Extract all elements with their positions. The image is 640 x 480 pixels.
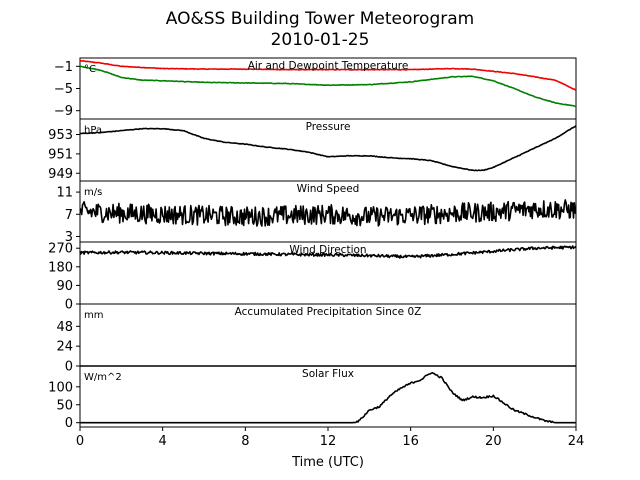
y-tick-label: 953 bbox=[48, 128, 73, 143]
y-tick-label: 7 bbox=[65, 208, 73, 223]
series-line-0-0 bbox=[79, 59, 577, 91]
y-tick-label: −5 bbox=[54, 82, 73, 97]
y-tick-label: −1 bbox=[54, 60, 73, 75]
series-line-0-1 bbox=[79, 65, 577, 108]
panel-0: −1 −5 −9 Air and Dewpoint Temperature °C bbox=[54, 57, 577, 120]
x-axis-label: Time (UTC) bbox=[291, 455, 364, 470]
x-tick-label: 0 bbox=[76, 434, 84, 449]
x-tick-label: 16 bbox=[402, 434, 419, 449]
y-tick-label: 949 bbox=[48, 167, 73, 182]
chart-date: 2010-01-25 bbox=[271, 30, 370, 50]
x-tick-label: 4 bbox=[159, 434, 167, 449]
y-tick-label: 90 bbox=[56, 279, 73, 294]
y-tick-label: 50 bbox=[56, 398, 73, 413]
series-line-3-0 bbox=[79, 245, 577, 259]
panel-unit: m/s bbox=[84, 187, 102, 198]
panel-title: Pressure bbox=[306, 121, 351, 133]
y-tick-label: 0 bbox=[65, 360, 73, 375]
y-tick-label: 180 bbox=[48, 260, 73, 275]
x-tick-label: 12 bbox=[320, 434, 337, 449]
y-tick-label: 48 bbox=[56, 320, 73, 335]
x-tick-label: 20 bbox=[485, 434, 502, 449]
panel-title: Accumulated Precipitation Since 0Z bbox=[235, 306, 422, 318]
panel-unit: °C bbox=[84, 64, 96, 75]
y-tick-label: 270 bbox=[48, 242, 73, 257]
y-tick-label: 100 bbox=[48, 380, 73, 395]
series-line-5-0 bbox=[80, 371, 576, 424]
x-axis: 0 4 8 12 16 20 24 bbox=[76, 427, 584, 449]
panel-unit: W/m^2 bbox=[84, 372, 122, 383]
panel-unit: hPa bbox=[84, 125, 102, 136]
panel-5: 100 50 0 Solar Flux W/m^2 bbox=[48, 365, 577, 431]
panel-title: Solar Flux bbox=[302, 368, 354, 380]
y-tick-label: 951 bbox=[48, 147, 73, 162]
series-line-1-0 bbox=[79, 125, 577, 172]
chart-title: AO&SS Building Tower Meteorogram bbox=[166, 9, 474, 29]
y-tick-label: −9 bbox=[54, 104, 73, 119]
panel-title: Wind Direction bbox=[289, 244, 366, 256]
x-tick-label: 8 bbox=[241, 434, 249, 449]
panel-1: 953 951 949 Pressure hPa bbox=[48, 118, 577, 182]
panel-4: 48 24 0 Accumulated Precipitation Since 0Z m… bbox=[56, 303, 577, 375]
y-tick-label: 0 bbox=[65, 298, 73, 313]
y-tick-label: 0 bbox=[65, 416, 73, 431]
y-tick-label: 3 bbox=[65, 230, 73, 245]
panel-title: Air and Dewpoint Temperature bbox=[248, 60, 409, 72]
y-tick-label: 11 bbox=[56, 186, 73, 201]
panel-2: 11 7 3 Wind Speed m/s bbox=[56, 180, 577, 245]
panel-unit: mm bbox=[84, 310, 103, 321]
x-tick-label: 24 bbox=[568, 434, 585, 449]
series-line-2-0 bbox=[79, 199, 577, 227]
y-tick-label: 24 bbox=[56, 340, 73, 355]
panel-title: Wind Speed bbox=[297, 183, 360, 195]
panel-3: 270 180 90 0 Wind Direction bbox=[48, 241, 577, 313]
